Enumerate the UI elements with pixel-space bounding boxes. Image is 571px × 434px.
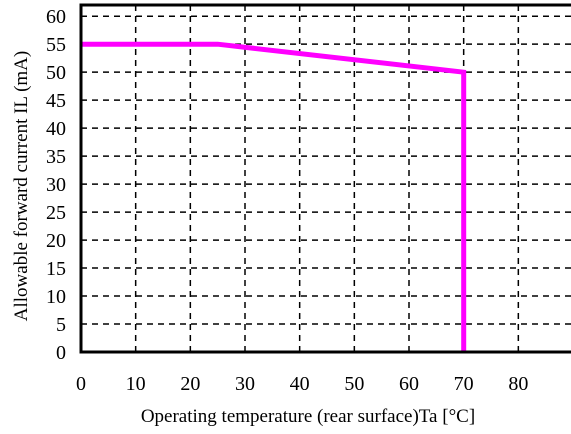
- y-tick-label: 15: [46, 258, 66, 280]
- x-tick-labels: 0 10 20 30 40 50 60 70 80: [76, 373, 528, 395]
- y-tick-label: 25: [46, 202, 66, 224]
- y-tick-label: 10: [46, 286, 66, 308]
- y-tick-label: 0: [56, 342, 66, 364]
- y-tick-label: 5: [56, 314, 66, 336]
- x-axis-title: Operating temperature (rear surface)Ta […: [141, 406, 475, 427]
- y-tick-label: 50: [46, 62, 66, 84]
- x-tick-label: 30: [235, 373, 255, 395]
- y-tick-label: 60: [46, 6, 66, 28]
- x-tick-label: 20: [180, 373, 200, 395]
- x-tick-label: 60: [399, 373, 419, 395]
- series-line: [81, 41, 467, 352]
- y-tick-labels: 0 5 10 15 20 25 30 35 40 45 50 55 60: [46, 6, 66, 364]
- y-tick-label: 45: [46, 90, 66, 112]
- x-tick-label: 80: [508, 373, 528, 395]
- y-tick-label: 55: [46, 34, 66, 56]
- data-series: [81, 41, 467, 352]
- x-tick-label: 40: [290, 373, 310, 395]
- x-tick-label: 0: [76, 373, 86, 395]
- x-tick-label: 50: [344, 373, 364, 395]
- y-tick-label: 30: [46, 174, 66, 196]
- y-tick-label: 20: [46, 230, 66, 252]
- y-tick-label: 40: [46, 118, 66, 140]
- x-tick-label: 10: [126, 373, 146, 395]
- plot-frame: [79, 3, 571, 354]
- y-axis-title: Allowable forward current IL (mA): [11, 51, 32, 321]
- y-tick-label: 35: [46, 146, 66, 168]
- grid-lines: [81, 5, 571, 352]
- x-tick-label: 70: [454, 373, 474, 395]
